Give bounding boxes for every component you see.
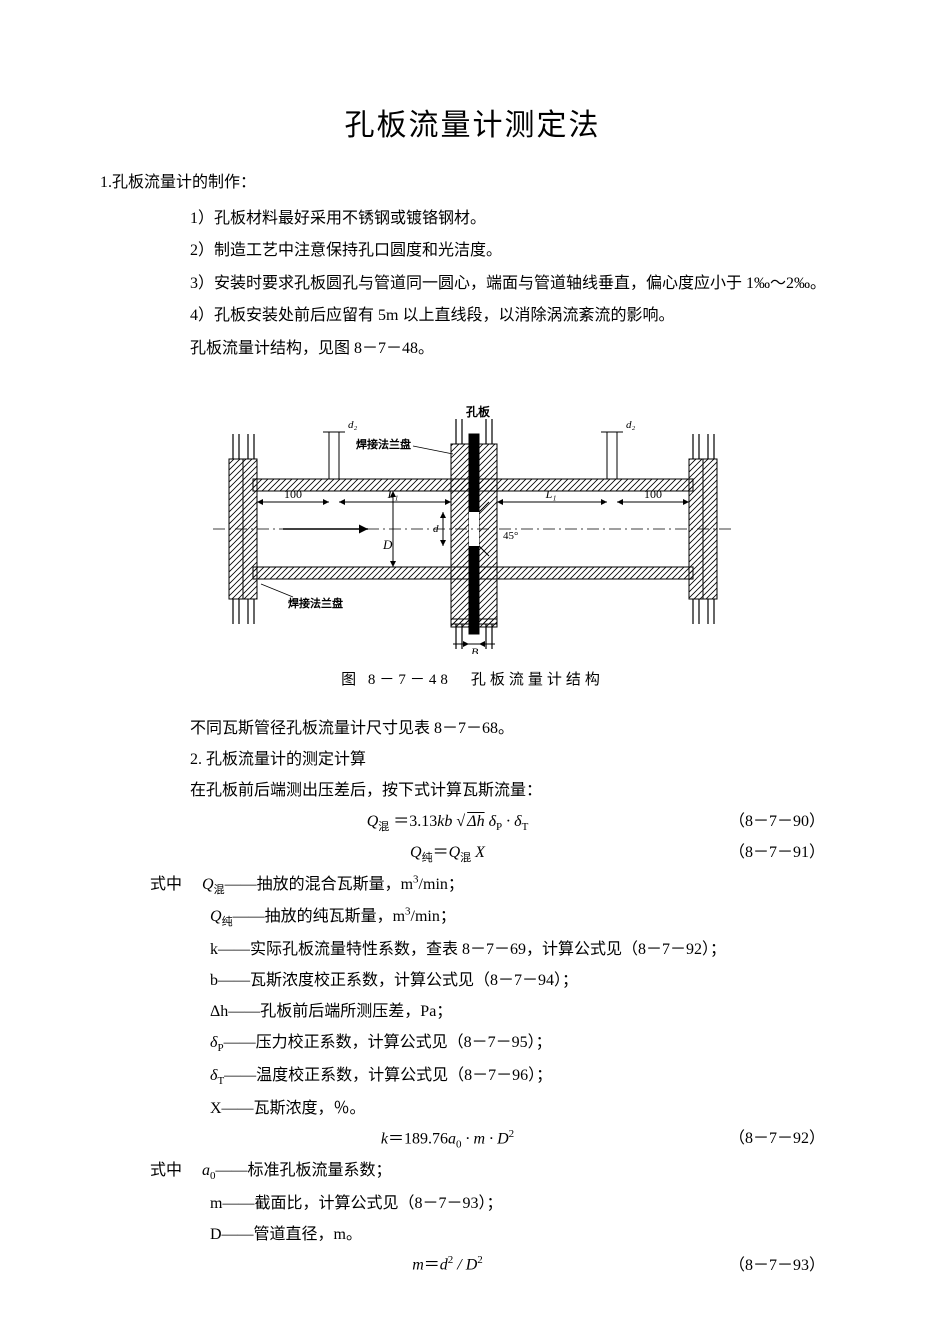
dim-L1-left: L₁: [386, 487, 398, 501]
item-3: 3）安装时要求孔板圆孔与管道同一圆心，端面与管道轴线垂直，偏心度应小于 1‰～2…: [190, 269, 865, 299]
section-2-heading: 2. 孔板流量计的测定计算: [190, 744, 865, 775]
eqnum-92: （8－7－92）: [705, 1124, 825, 1154]
dim-100-left: 100: [284, 487, 302, 501]
def-qpure: Q纯——抽放的纯瓦斯量，m3/min；: [150, 901, 865, 934]
item-list: 1）孔板材料最好采用不锈钢或镀铬钢材。 2）制造工艺中注意保持孔口圆度和光洁度。…: [80, 204, 865, 364]
page-title: 孔板流量计测定法: [80, 100, 865, 144]
defs2-head: 式中: [150, 1162, 182, 1179]
equation-8-7-91: Q纯＝Q混 X （8－7－91）: [80, 838, 865, 869]
def-dh: Δh——孔板前后端所测压差，Pa；: [150, 996, 865, 1027]
dim-D: D: [382, 537, 393, 552]
defs1-head: 式中: [150, 876, 182, 893]
eqnum-90: （8－7－90）: [705, 807, 825, 837]
orifice-diagram: 100 L₁ L₁ 100 D d 45° B d₂ d₂ 孔板 焊接法兰盘 焊…: [193, 404, 753, 654]
label-flange-top: 焊接法兰盘: [356, 437, 411, 451]
item-4: 4）孔板安装处前后应留有 5m 以上直线段，以消除涡流紊流的影响。: [190, 301, 865, 331]
definitions-block-1: 式中 Q混——抽放的混合瓦斯量，m3/min； Q纯——抽放的纯瓦斯量，m3/m…: [80, 869, 865, 1124]
label-flange-bottom: 焊接法兰盘: [288, 596, 343, 610]
def-qmix: Q混——抽放的混合瓦斯量，m3/min；: [186, 876, 464, 893]
figure-8-7-48: 100 L₁ L₁ 100 D d 45° B d₂ d₂ 孔板 焊接法兰盘 焊…: [193, 404, 753, 689]
def-b: b——瓦斯浓度校正系数，计算公式见（8－7－94）；: [150, 965, 865, 996]
line-calc-intro: 在孔板前后端测出压差后，按下式计算瓦斯流量：: [190, 775, 865, 806]
label-d2-left: d₂: [348, 419, 358, 431]
dim-B: B: [471, 645, 479, 654]
item-2: 2）制造工艺中注意保持孔口圆度和光洁度。: [190, 236, 865, 266]
eqnum-93: （8－7－93）: [705, 1251, 825, 1281]
def-dt: δT——温度校正系数，计算公式见（8－7－96）；: [150, 1060, 865, 1093]
section-1-heading: 1.孔板流量计的制作：: [80, 168, 865, 192]
eqnum-91: （8－7－91）: [705, 838, 825, 868]
def-k: k——实际孔板流量特性系数，查表 8－7－69，计算公式见（8－7－92）；: [150, 934, 865, 965]
dim-45deg: 45°: [503, 530, 518, 542]
dim-d: d: [433, 523, 439, 535]
post-figure-text: 不同瓦斯管径孔板流量计尺寸见表 8－7－68。 2. 孔板流量计的测定计算 在孔…: [80, 713, 865, 807]
equation-8-7-90: Q混 ＝3.13kb √Δh δP · δT （8－7－90）: [80, 807, 865, 838]
def-a0: a0——标准孔板流量系数；: [186, 1162, 392, 1179]
equation-8-7-92: k＝189.76a0 · m · D2 （8－7－92）: [80, 1124, 865, 1155]
figure-caption: 图 8－7－48 孔板流量计结构: [193, 668, 753, 689]
item-1: 1）孔板材料最好采用不锈钢或镀铬钢材。: [190, 204, 865, 234]
line-table-ref: 不同瓦斯管径孔板流量计尺寸见表 8－7－68。: [190, 713, 865, 744]
label-d2-right: d₂: [626, 419, 636, 431]
def-x: X——瓦斯浓度，％。: [150, 1093, 865, 1124]
dim-100-right: 100: [644, 487, 662, 501]
label-kongban: 孔板: [465, 404, 490, 419]
dim-L1-right: L₁: [544, 487, 556, 501]
def-m: m——截面比，计算公式见（8－7－93）；: [150, 1188, 865, 1219]
equation-8-7-93: m＝d2 / D2 （8－7－93）: [80, 1250, 865, 1281]
item-5: 孔板流量计结构，见图 8－7－48。: [190, 334, 865, 364]
def-dp: δP——压力校正系数，计算公式见（8－7－95）；: [150, 1027, 865, 1060]
definitions-block-2: 式中 a0——标准孔板流量系数； m——截面比，计算公式见（8－7－93）； D…: [80, 1155, 865, 1250]
def-D: D——管道直径，m。: [150, 1219, 865, 1250]
